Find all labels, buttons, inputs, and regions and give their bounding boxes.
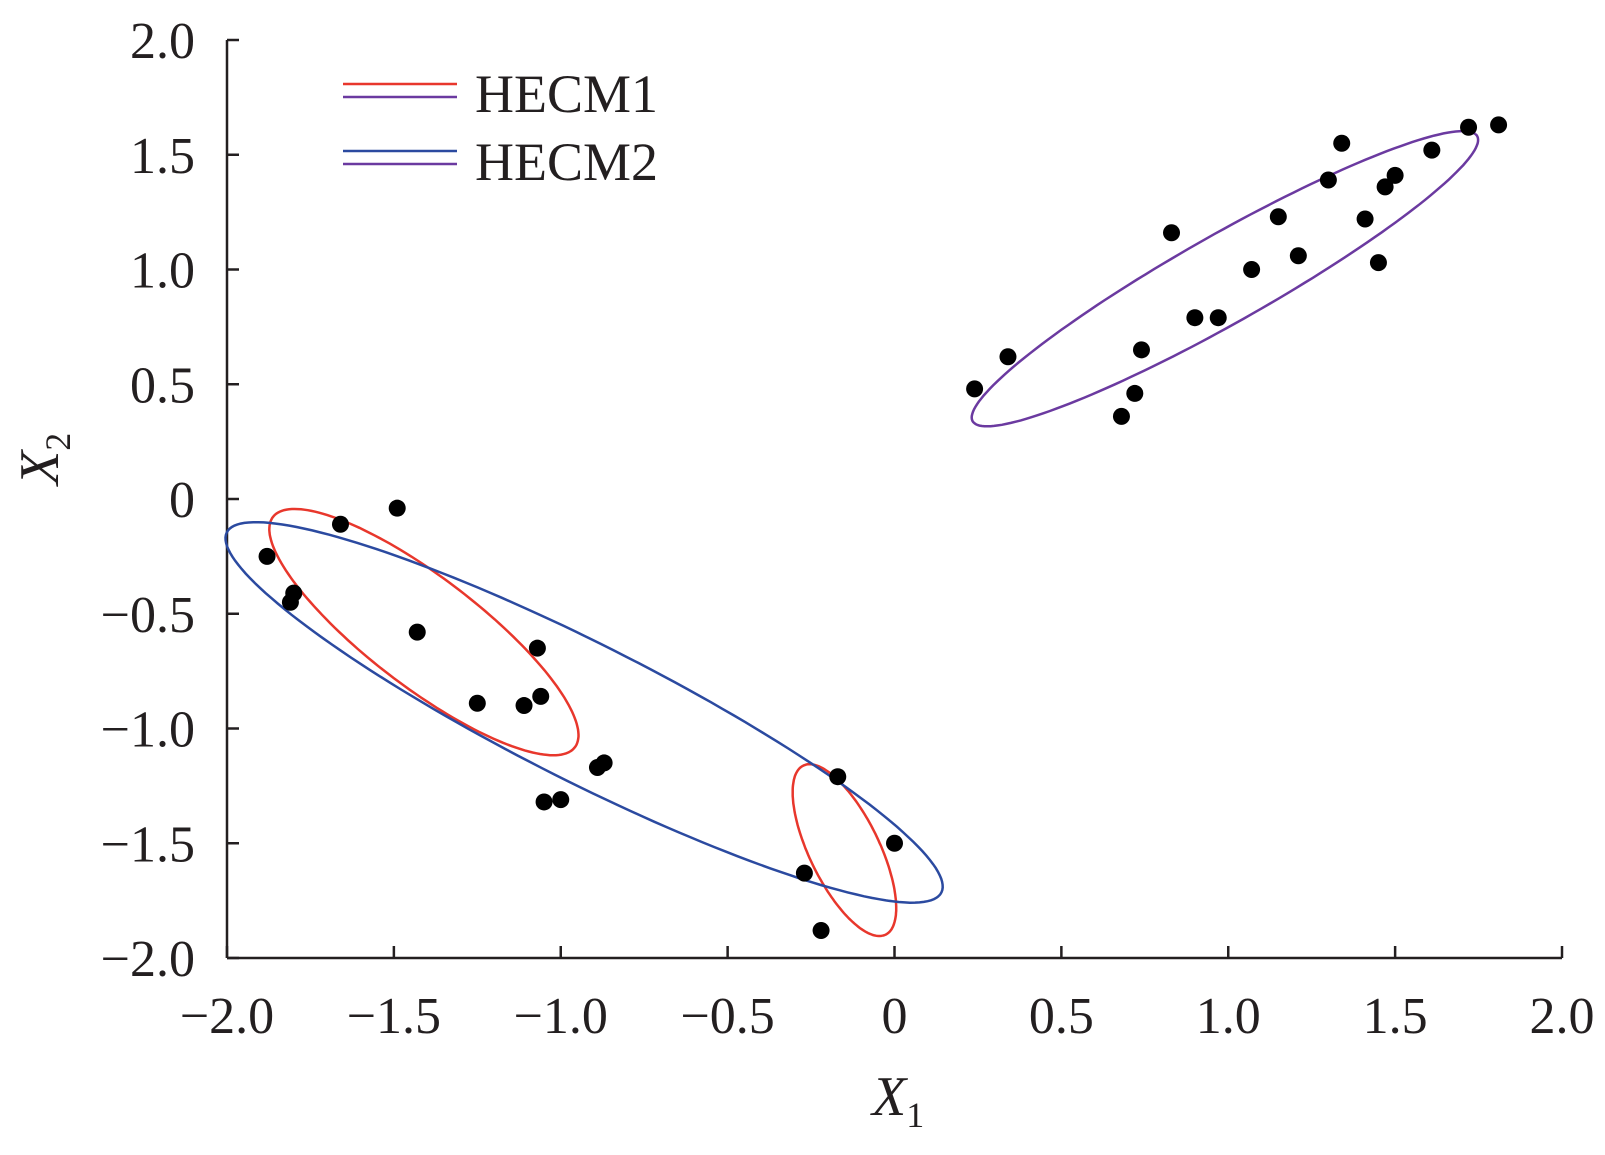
y-tick-label: −1.5 bbox=[101, 816, 195, 873]
data-point bbox=[1423, 141, 1441, 159]
data-point bbox=[1289, 247, 1307, 265]
x-axis-title-main: X bbox=[870, 1066, 909, 1128]
data-point bbox=[1376, 178, 1394, 196]
data-point bbox=[966, 380, 984, 398]
data-points bbox=[258, 116, 1508, 939]
x-axis-title-sub: 1 bbox=[906, 1095, 924, 1135]
data-point bbox=[1269, 208, 1287, 226]
data-point bbox=[258, 547, 276, 565]
x-axis-title: X1 bbox=[870, 1066, 924, 1135]
data-point bbox=[1209, 309, 1227, 327]
data-point bbox=[1333, 134, 1351, 152]
data-point bbox=[1186, 309, 1204, 327]
y-ticks: 2.0 1.5 1.0 0.5 0 −0.5 −1.0 −1.5 −2.0 bbox=[101, 13, 239, 988]
y-tick-label: 1.5 bbox=[130, 128, 195, 185]
axes bbox=[225, 40, 1562, 960]
x-tick-label: −2.0 bbox=[180, 988, 274, 1045]
y-tick-label: −2.0 bbox=[101, 931, 195, 988]
y-tick-label: 0 bbox=[169, 472, 195, 529]
ellipses bbox=[224, 129, 1480, 938]
x-tick-label: −1.0 bbox=[514, 988, 608, 1045]
data-point bbox=[535, 793, 553, 811]
legend-label-hecm1: HECM1 bbox=[475, 64, 658, 124]
y-tick-label: 2.0 bbox=[130, 13, 195, 70]
data-point bbox=[552, 791, 570, 809]
data-point bbox=[1126, 384, 1144, 402]
x-tick-label: −1.5 bbox=[347, 988, 441, 1045]
y-tick-label: −1.0 bbox=[101, 702, 195, 759]
ellipse-hecm2 bbox=[970, 129, 1480, 428]
ellipse-hecm2 bbox=[224, 520, 944, 904]
x-tick-label: 0 bbox=[882, 988, 908, 1045]
y-tick-label: −0.5 bbox=[101, 587, 195, 644]
data-point bbox=[408, 623, 426, 641]
x-tick-label: 1.5 bbox=[1363, 988, 1428, 1045]
x-tick-label: −0.5 bbox=[680, 988, 774, 1045]
x-tick-label: 1.0 bbox=[1196, 988, 1261, 1045]
y-tick-label: 1.0 bbox=[130, 243, 195, 300]
y-axis-title-main: X bbox=[9, 448, 71, 487]
data-point bbox=[468, 694, 486, 712]
y-tick-label: 0.5 bbox=[130, 357, 195, 414]
data-point bbox=[812, 921, 830, 939]
data-point bbox=[795, 864, 813, 882]
data-point bbox=[1112, 407, 1130, 425]
data-point bbox=[388, 499, 406, 517]
ellipse-hecm1 bbox=[791, 762, 898, 938]
x-tick-label: 2.0 bbox=[1530, 988, 1595, 1045]
y-axis-title-sub: 2 bbox=[38, 433, 78, 451]
x-tick-label: 0.5 bbox=[1029, 988, 1094, 1045]
data-point bbox=[1369, 254, 1387, 272]
data-point bbox=[528, 639, 546, 657]
data-point bbox=[331, 515, 349, 533]
data-point bbox=[999, 348, 1017, 366]
data-point bbox=[281, 593, 299, 611]
data-point bbox=[1356, 210, 1374, 228]
data-point bbox=[886, 834, 903, 852]
data-point bbox=[1132, 341, 1150, 359]
y-axis-title: X2 bbox=[9, 433, 78, 487]
data-point bbox=[595, 754, 613, 772]
data-point bbox=[829, 768, 847, 786]
legend: HECM1 HECM2 bbox=[343, 64, 658, 192]
data-point bbox=[515, 697, 533, 715]
data-point bbox=[1386, 166, 1404, 184]
data-point bbox=[1163, 224, 1181, 242]
data-point bbox=[1243, 261, 1261, 278]
ellipse-hecm1 bbox=[268, 507, 580, 757]
data-point bbox=[1460, 118, 1478, 136]
data-point bbox=[532, 687, 550, 705]
data-point bbox=[1490, 116, 1508, 134]
data-point bbox=[1319, 171, 1337, 189]
legend-label-hecm2: HECM2 bbox=[475, 132, 658, 192]
x-ticks: −2.0 −1.5 −1.0 −0.5 0 0.5 1.0 1.5 2.0 bbox=[180, 946, 1595, 1045]
